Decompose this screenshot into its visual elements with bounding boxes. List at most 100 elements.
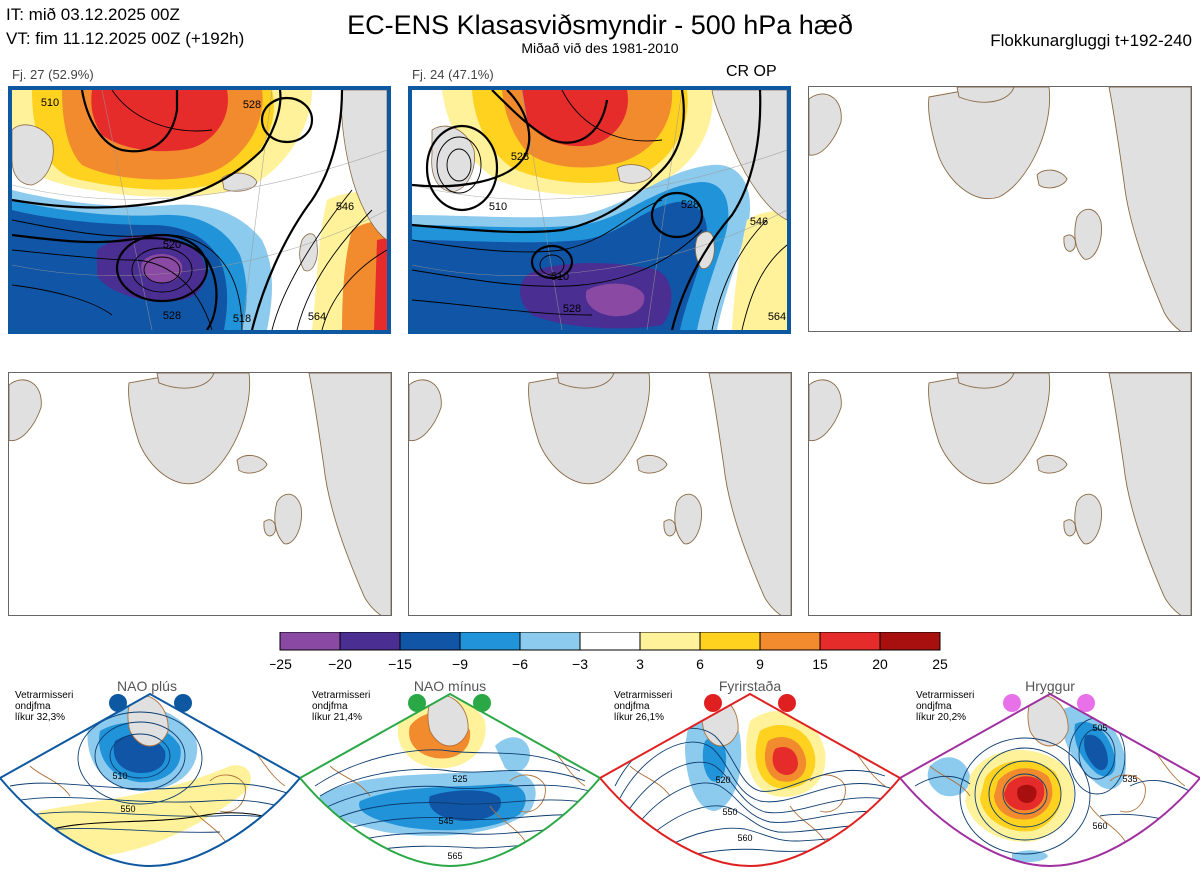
anomaly-red-north <box>522 90 628 147</box>
regime-contour-label: 505 <box>1092 723 1107 733</box>
land-shape <box>1074 493 1102 545</box>
land-shape <box>156 373 215 389</box>
cluster-map-1: 510 520 528 546 564 518 528 <box>8 86 391 334</box>
colorbar-tick-label: 6 <box>696 656 704 672</box>
initial-time: IT: mið 03.12.2025 00Z <box>6 5 180 24</box>
contour-label: 564 <box>768 311 786 323</box>
colorbar-swatch <box>699 632 761 651</box>
colorbar-tick-label: 20 <box>872 656 888 672</box>
scandinavia-land <box>711 90 787 221</box>
contour-label: 528 <box>511 151 529 163</box>
colorbar-swatch <box>819 632 881 651</box>
regime-ridge: 505 535 560 Hryggur Vetrarmisseri ondjfm… <box>898 676 1200 871</box>
cluster-1-label: Fj. 27 (52.9%) <box>12 67 94 82</box>
regime-stat-line: líkur 21,4% <box>312 712 363 723</box>
empty-cluster-map-4 <box>8 372 392 616</box>
clustering-window: Flokkunargluggi t+192-240 <box>990 31 1192 50</box>
greenland-land <box>12 124 54 186</box>
control-operational-label: CR OP <box>726 63 777 80</box>
empty-cluster-map-6 <box>808 372 1192 616</box>
contour-label: 528 <box>563 303 581 315</box>
regime-stat-line: Vetrarmisseri <box>614 690 673 701</box>
contour-label: 510 <box>489 201 507 213</box>
land-shape <box>528 373 651 485</box>
contour-label: 520 <box>163 239 181 251</box>
regime-contour-label: 545 <box>438 816 453 826</box>
land-shape <box>1074 208 1102 260</box>
regime-title: Fyrirstaða <box>718 678 782 694</box>
land-shape <box>1063 519 1076 537</box>
colorbar-tick-label: 3 <box>636 656 644 672</box>
colorbar-tick-label: 15 <box>812 656 828 672</box>
regime-stat-line: líkur 26,1% <box>614 712 665 723</box>
land-shape <box>274 493 302 545</box>
contour-label: 546 <box>336 201 354 213</box>
colorbar-tick-label: −9 <box>452 656 468 672</box>
chart-subtitle: Miðað við des 1981-2010 <box>521 40 679 56</box>
colorbar-swatch <box>399 632 461 651</box>
regime-stats: Vetrarmisseri ondjfma líkur 21,4% <box>312 690 402 723</box>
contour-label: 546 <box>750 216 768 228</box>
regime-title: Hryggur <box>1025 678 1075 694</box>
regime-stat-line: líkur 20,2% <box>916 712 967 723</box>
iceland-land <box>616 164 653 184</box>
colorbar: −25 −20 −15 −9 −6 −3 3 6 9 15 20 25 <box>270 632 948 672</box>
land-shape <box>263 519 276 537</box>
land-shape <box>1108 373 1191 615</box>
regime-stat-line: Vetrarmisseri <box>312 690 371 701</box>
scandinavia-land <box>341 90 387 241</box>
regime-contour-label: 550 <box>722 807 737 817</box>
land-shape <box>1036 169 1068 189</box>
land-shape <box>956 373 1015 389</box>
regime-stat-line: líkur 32,3% <box>15 712 66 723</box>
regime-blocking: 520 550 560 Fyrirstaða Vetrarmisseri ond… <box>598 676 902 871</box>
empty-cluster-map-3 <box>808 86 1192 332</box>
regime-stat-line: ondjfma <box>614 701 650 712</box>
regime-stat-line: Vetrarmisseri <box>916 690 975 701</box>
land-shape <box>636 454 668 474</box>
anomaly-purple-south <box>141 254 183 283</box>
regime-nao-plus: 510 550 NAO plús Vetrarmisseri ondjfma l… <box>0 676 302 871</box>
land-shape <box>128 373 251 485</box>
empty-map-land <box>409 373 791 615</box>
regime-contour-label: 520 <box>715 775 730 785</box>
anomaly-yellow-east <box>732 210 787 330</box>
land-shape <box>556 373 615 389</box>
colorbar-swatch <box>279 632 341 651</box>
regime-stats: Vetrarmisseri ondjfma líkur 26,1% <box>614 690 704 723</box>
colorbar-tick-label: 25 <box>932 656 948 672</box>
chart-title: EC-ENS Klasasviðsmyndir - 500 hPa hæð <box>347 10 853 40</box>
regime-stat-line: ondjfma <box>15 701 51 712</box>
colorbar-swatch <box>879 632 941 651</box>
regime-contour-label: 560 <box>1092 821 1107 831</box>
land-shape <box>663 519 676 537</box>
land-shape <box>928 87 1051 199</box>
regime-nao-minus: 525 545 565 NAO mínus Vetrarmisseri ondj… <box>298 676 602 871</box>
colorbar-swatch <box>759 632 821 651</box>
land-shape <box>928 373 1051 485</box>
land-shape <box>809 93 842 156</box>
regime-stats: Vetrarmisseri ondjfma líkur 32,3% <box>15 690 105 723</box>
regime-title: NAO mínus <box>413 678 487 694</box>
land-shape <box>809 379 842 441</box>
contour-label: 528 <box>681 199 699 211</box>
contour-label: 510 <box>41 97 59 109</box>
regime-contour-label: 535 <box>1122 774 1137 784</box>
empty-cluster-map-5 <box>408 372 792 616</box>
contour-label: 564 <box>308 311 326 323</box>
colorbar-tick-label: −15 <box>388 656 412 672</box>
regime-contour-label: 565 <box>447 851 462 861</box>
empty-map-land <box>809 373 1191 615</box>
land-shape <box>956 87 1015 103</box>
land-shape <box>1108 87 1191 331</box>
valid-time: VT: fim 11.12.2025 00Z (+192h) <box>6 29 245 48</box>
land-shape <box>1036 454 1068 474</box>
empty-map-land <box>809 87 1191 331</box>
contour-label: 518 <box>233 313 251 325</box>
contour-label: 528 <box>243 99 261 111</box>
empty-map-land <box>9 373 391 615</box>
cluster-2-label: Fj. 24 (47.1%) <box>412 67 494 82</box>
colorbar-swatch <box>339 632 401 651</box>
colorbar-tick-label: −20 <box>328 656 352 672</box>
colorbar-tick-label: −25 <box>270 656 292 672</box>
